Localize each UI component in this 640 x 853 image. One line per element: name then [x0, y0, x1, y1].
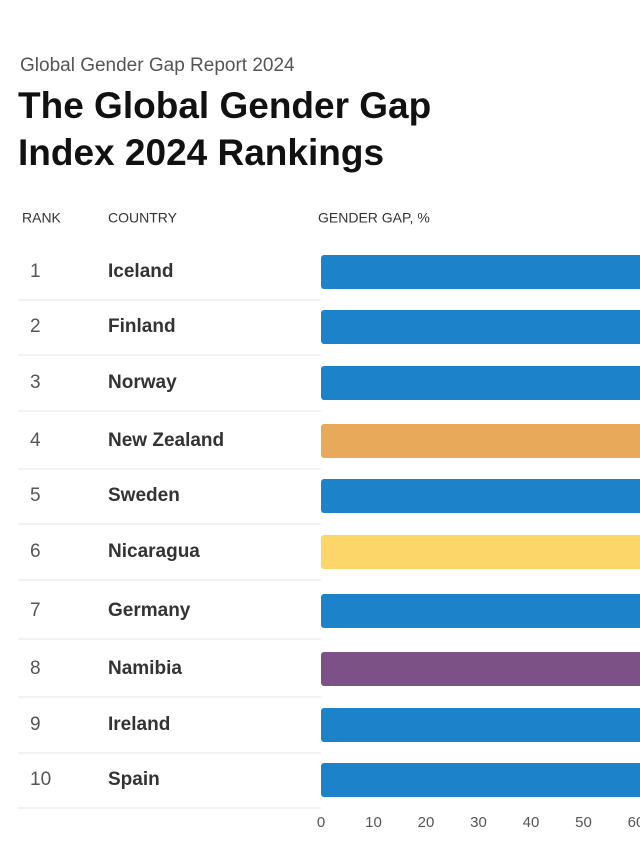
- chart-title: Index 2024 Rankings: [18, 132, 384, 173]
- bar: [321, 535, 640, 569]
- rank: 6: [30, 541, 41, 562]
- rank: 3: [30, 372, 41, 393]
- subtitle: Global Gender Gap Report 2024: [20, 55, 295, 76]
- x-tick-label: 30: [470, 814, 487, 831]
- bar: [321, 424, 640, 458]
- country: Iceland: [108, 261, 173, 282]
- rank: 10: [30, 769, 51, 790]
- country: Ireland: [108, 714, 170, 735]
- rank-header: RANK: [22, 210, 62, 226]
- x-tick-label: 60: [628, 814, 640, 831]
- bar: [321, 708, 640, 742]
- rank: 4: [30, 430, 41, 451]
- rank: 8: [30, 658, 41, 679]
- x-tick-label: 20: [418, 814, 435, 831]
- bar: [321, 366, 640, 400]
- x-tick-label: 40: [523, 814, 540, 831]
- country: Sweden: [108, 485, 180, 506]
- country: Spain: [108, 769, 160, 790]
- bar: [321, 652, 640, 686]
- bar: [321, 255, 640, 289]
- rank: 7: [30, 600, 41, 621]
- country-header: COUNTRY: [108, 210, 178, 226]
- x-axis-label: GENDER GAP, %: [318, 210, 430, 226]
- country: Germany: [108, 600, 191, 621]
- country: New Zealand: [108, 430, 224, 451]
- bar: [321, 763, 640, 797]
- rank: 1: [30, 261, 41, 282]
- x-tick-label: 10: [365, 814, 382, 831]
- x-tick-label: 50: [575, 814, 592, 831]
- rank: 5: [30, 485, 41, 506]
- bar: [321, 310, 640, 344]
- country: Finland: [108, 316, 176, 337]
- bar: [321, 594, 640, 628]
- country: Namibia: [108, 658, 182, 679]
- country: Norway: [108, 372, 177, 393]
- chart-title: The Global Gender Gap: [18, 85, 431, 126]
- country: Nicaragua: [108, 541, 200, 562]
- x-tick-label: 0: [317, 814, 325, 831]
- rank: 2: [30, 316, 41, 337]
- bar: [321, 479, 640, 513]
- rank: 9: [30, 714, 41, 735]
